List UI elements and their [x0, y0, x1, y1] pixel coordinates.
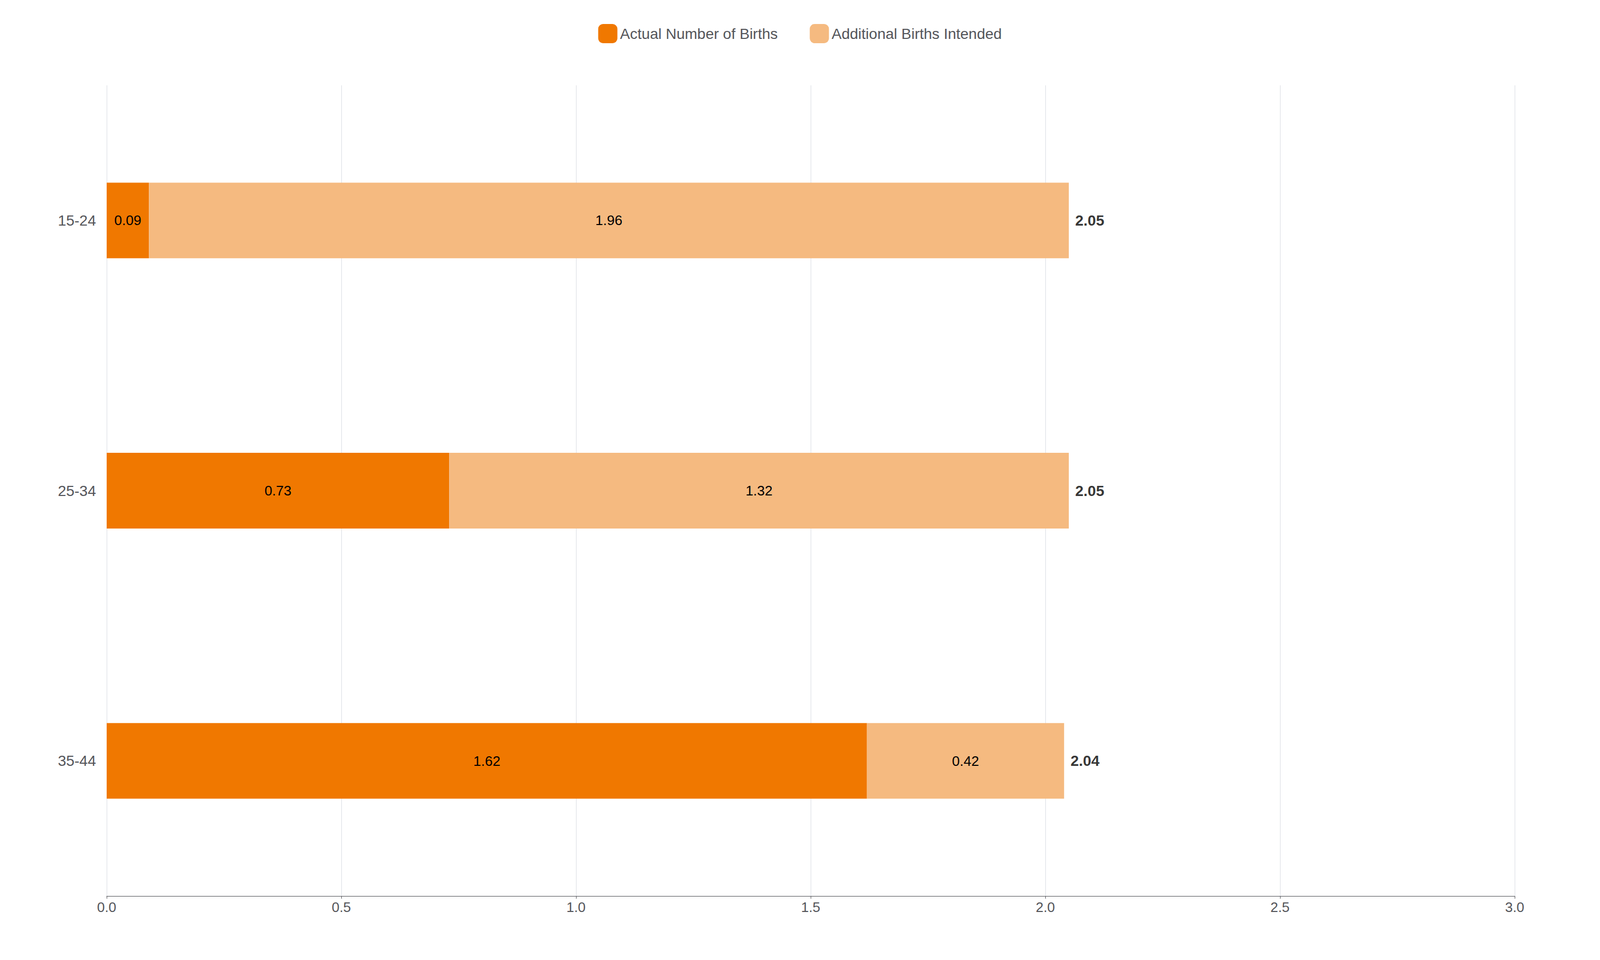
svg-text:0.0: 0.0: [97, 899, 117, 916]
svg-text:1.0: 1.0: [566, 899, 586, 916]
svg-text:1.5: 1.5: [801, 899, 821, 916]
svg-text:2.04: 2.04: [1070, 752, 1100, 770]
svg-text:1.62: 1.62: [473, 753, 501, 770]
svg-text:0.5: 0.5: [331, 899, 351, 916]
svg-text:Additional Births Intended: Additional Births Intended: [831, 25, 1002, 43]
svg-text:2.0: 2.0: [1035, 899, 1055, 916]
svg-text:2.05: 2.05: [1075, 482, 1105, 500]
svg-text:2.05: 2.05: [1075, 212, 1105, 229]
svg-text:1.32: 1.32: [745, 482, 773, 499]
svg-text:0.09: 0.09: [114, 212, 142, 229]
svg-text:15-24: 15-24: [57, 212, 96, 229]
svg-text:0.42: 0.42: [952, 753, 980, 770]
svg-text:Actual Number of Births: Actual Number of Births: [620, 25, 779, 43]
svg-text:25-34: 25-34: [57, 482, 96, 500]
svg-text:35-44: 35-44: [57, 752, 96, 770]
svg-text:2.5: 2.5: [1270, 899, 1290, 916]
svg-text:0.73: 0.73: [264, 482, 292, 499]
svg-text:3.0: 3.0: [1505, 899, 1525, 916]
svg-text:1.96: 1.96: [595, 212, 623, 229]
